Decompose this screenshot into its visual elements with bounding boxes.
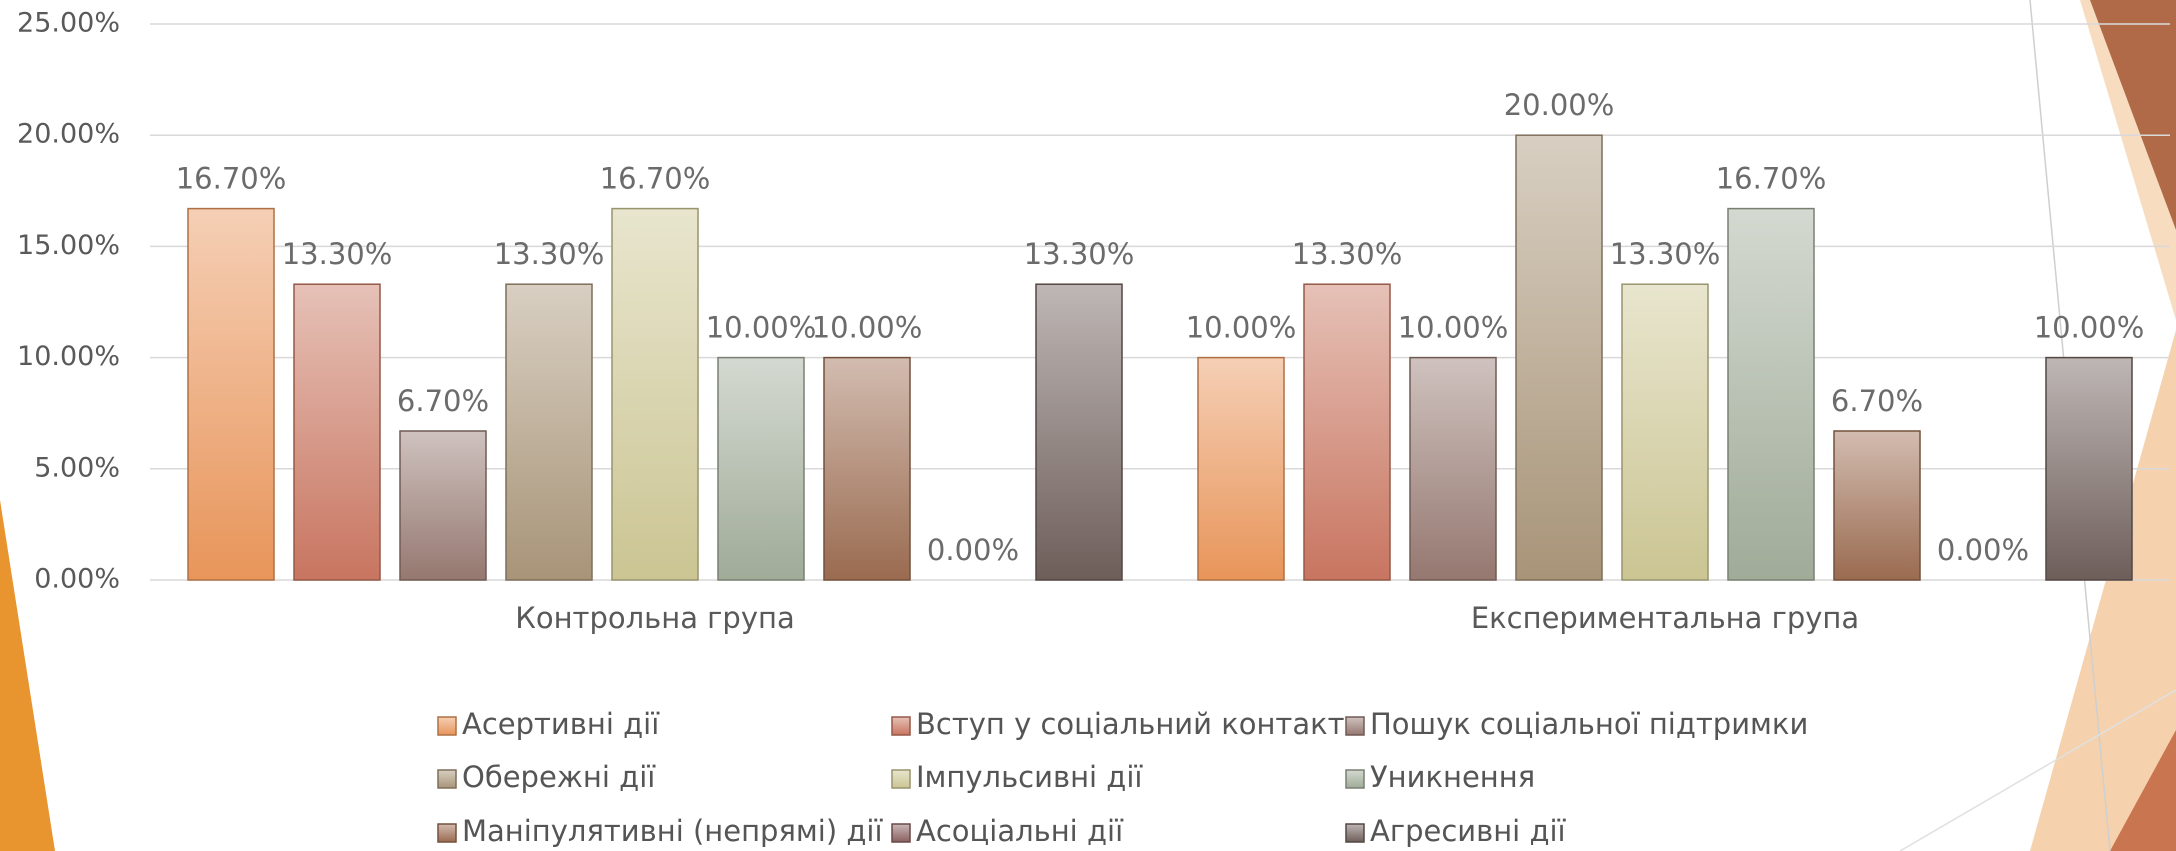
value-label: 20.00% — [1504, 88, 1615, 122]
value-label: 10.00% — [706, 311, 817, 345]
bar — [611, 207, 699, 581]
value-label: 16.70% — [176, 162, 287, 196]
legend-swatch — [1345, 716, 1365, 736]
value-label: 10.00% — [1398, 311, 1509, 345]
value-label: 13.30% — [282, 237, 393, 271]
y-tick-label: 20.00% — [17, 119, 120, 150]
right-shape — [2110, 730, 2176, 851]
legend-swatch — [1345, 769, 1365, 789]
bar — [1727, 207, 1815, 581]
left-shape — [0, 500, 55, 851]
bar — [187, 207, 275, 581]
y-tick-label: 25.00% — [17, 8, 120, 39]
legend-swatch — [1345, 823, 1365, 843]
legend-label: Обережні дії — [462, 760, 656, 794]
legend-label: Асертивні дії — [462, 707, 660, 741]
y-tick-label: 10.00% — [17, 341, 120, 372]
legend-label: Агресивні дії — [1370, 814, 1567, 848]
bar — [505, 283, 593, 581]
bar — [293, 283, 381, 581]
legend-label: Уникнення — [1370, 760, 1535, 794]
y-tick-label: 5.00% — [34, 452, 120, 483]
x-tick-label: Експериментальна група — [1471, 601, 1859, 635]
bar — [823, 356, 911, 581]
bar — [1303, 283, 1391, 581]
legend-label: Імпульсивні дії — [916, 760, 1143, 794]
value-label: 16.70% — [600, 162, 711, 196]
value-label: 13.30% — [1024, 237, 1135, 271]
bar — [1621, 283, 1709, 581]
value-label: 0.00% — [927, 533, 1019, 567]
y-tick-label: 15.00% — [17, 230, 120, 261]
bar — [1515, 134, 1603, 581]
bar — [1035, 283, 1123, 581]
value-label: 10.00% — [1186, 311, 1297, 345]
value-label: 10.00% — [2034, 311, 2145, 345]
bar — [717, 356, 805, 581]
x-tick-label: Контрольна група — [515, 601, 794, 635]
right-line — [1899, 689, 2176, 851]
right-shape — [2090, 0, 2176, 230]
value-label: 0.00% — [1937, 533, 2029, 567]
legend-swatch — [437, 769, 457, 789]
legend-swatch — [437, 716, 457, 736]
value-label: 13.30% — [494, 237, 605, 271]
legend-label: Маніпулятивні (непрямі) дії — [462, 814, 883, 848]
bar — [1833, 430, 1921, 581]
bar — [1409, 356, 1497, 581]
legend-label: Пошук соціальної підтримки — [1370, 707, 1808, 741]
legend-swatch — [437, 823, 457, 843]
legend-swatch — [891, 769, 911, 789]
legend-swatch — [891, 823, 911, 843]
value-label: 6.70% — [397, 384, 489, 418]
value-label: 10.00% — [812, 311, 923, 345]
value-label: 13.30% — [1292, 237, 1403, 271]
right-shape — [2030, 330, 2176, 851]
bar — [2045, 356, 2133, 581]
legend-label: Асоціальні дії — [916, 814, 1124, 848]
value-label: 6.70% — [1831, 384, 1923, 418]
y-tick-label: 0.00% — [34, 564, 120, 595]
bar — [1197, 356, 1285, 581]
bar — [399, 430, 487, 581]
legend-label: Вступ у соціальний контакт — [916, 707, 1345, 741]
value-label: 16.70% — [1716, 162, 1827, 196]
legend-swatch — [891, 716, 911, 736]
value-label: 13.30% — [1610, 237, 1721, 271]
